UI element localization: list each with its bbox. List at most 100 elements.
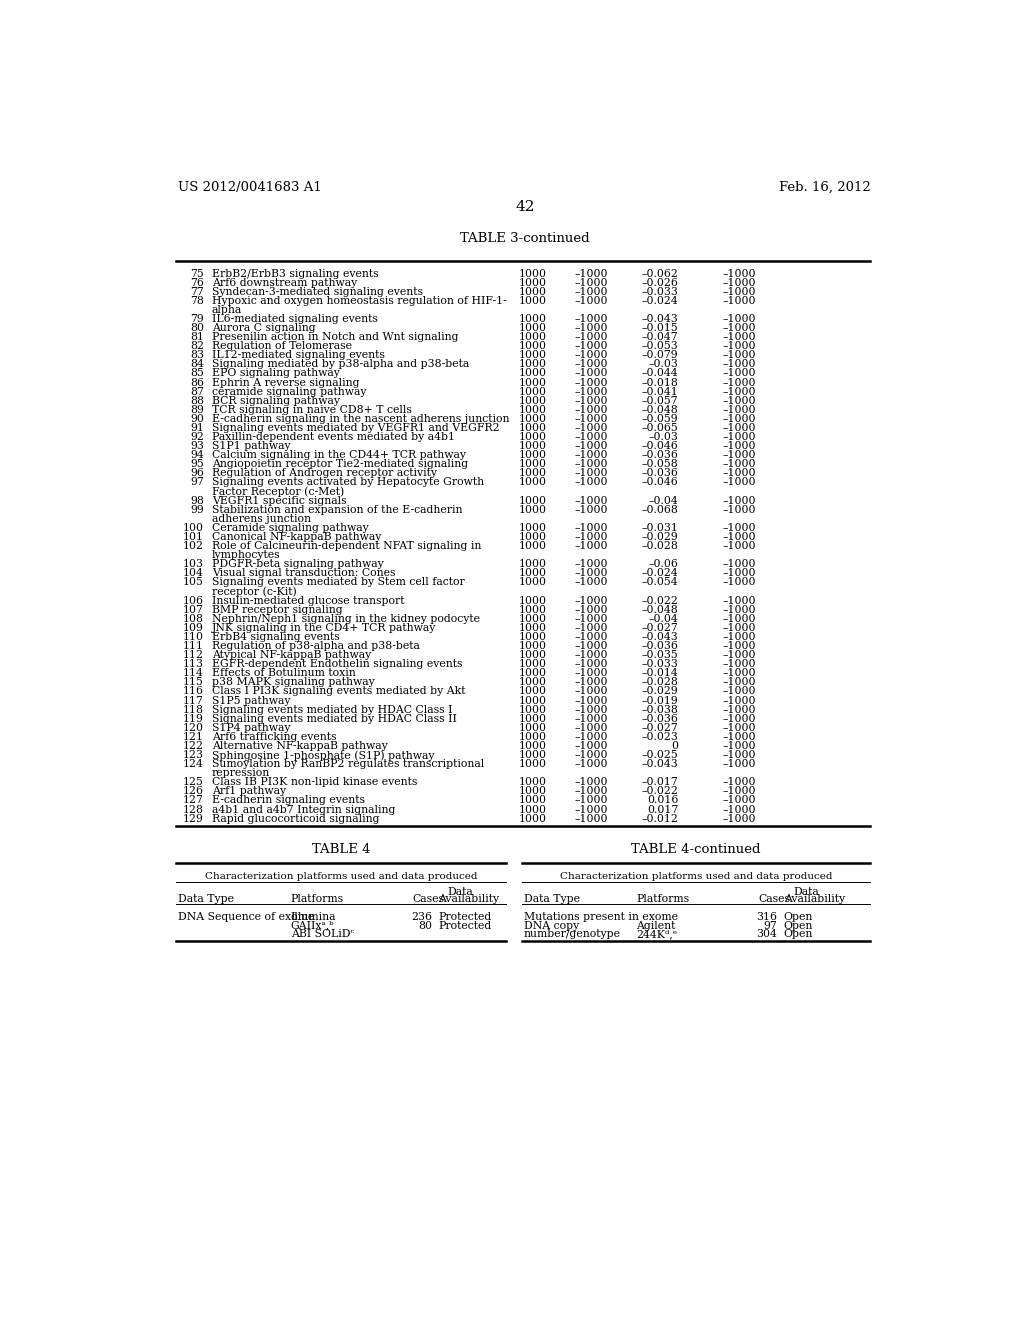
- Text: –1000: –1000: [575, 504, 608, 515]
- Text: –1000: –1000: [575, 668, 608, 678]
- Text: –0.068: –0.068: [641, 504, 678, 515]
- Text: 304: 304: [757, 929, 777, 939]
- Text: 1000: 1000: [518, 277, 547, 288]
- Text: Data: Data: [447, 887, 473, 898]
- Text: VEGFR1 specific signals: VEGFR1 specific signals: [212, 496, 346, 506]
- Text: –1000: –1000: [575, 741, 608, 751]
- Text: Protected: Protected: [438, 920, 492, 931]
- Text: –1000: –1000: [575, 422, 608, 433]
- Text: 1000: 1000: [518, 323, 547, 333]
- Text: 110: 110: [183, 632, 204, 642]
- Text: 104: 104: [183, 569, 204, 578]
- Text: E-cadherin signaling in the nascent adherens junction: E-cadherin signaling in the nascent adhe…: [212, 414, 509, 424]
- Text: 90: 90: [190, 414, 204, 424]
- Text: –0.026: –0.026: [641, 277, 678, 288]
- Text: –0.015: –0.015: [641, 323, 678, 333]
- Text: –0.053: –0.053: [641, 341, 678, 351]
- Text: –1000: –1000: [575, 614, 608, 624]
- Text: 1000: 1000: [518, 405, 547, 414]
- Text: IL6-mediated signaling events: IL6-mediated signaling events: [212, 314, 378, 323]
- Text: –1000: –1000: [575, 405, 608, 414]
- Text: Open: Open: [783, 912, 813, 923]
- Text: 116: 116: [183, 686, 204, 697]
- Text: TABLE 3-continued: TABLE 3-continued: [460, 231, 590, 244]
- Text: –1000: –1000: [575, 696, 608, 706]
- Text: Ceramide signaling pathway: Ceramide signaling pathway: [212, 523, 369, 533]
- Text: –1000: –1000: [722, 359, 756, 370]
- Text: –0.043: –0.043: [641, 759, 678, 770]
- Text: 94: 94: [190, 450, 204, 461]
- Text: PDGFR-beta signaling pathway: PDGFR-beta signaling pathway: [212, 560, 383, 569]
- Text: –1000: –1000: [722, 714, 756, 723]
- Text: Availability: Availability: [438, 895, 499, 904]
- Text: –1000: –1000: [575, 359, 608, 370]
- Text: TABLE 4: TABLE 4: [312, 842, 371, 855]
- Text: Rapid glucocorticoid signaling: Rapid glucocorticoid signaling: [212, 813, 379, 824]
- Text: 82: 82: [189, 341, 204, 351]
- Text: 76: 76: [190, 277, 204, 288]
- Text: –1000: –1000: [722, 296, 756, 306]
- Text: 1000: 1000: [518, 696, 547, 706]
- Text: 103: 103: [183, 560, 204, 569]
- Text: 80: 80: [418, 920, 432, 931]
- Text: Effects of Botulinum toxin: Effects of Botulinum toxin: [212, 668, 355, 678]
- Text: 89: 89: [190, 405, 204, 414]
- Text: –1000: –1000: [575, 532, 608, 543]
- Text: –1000: –1000: [575, 469, 608, 478]
- Text: 107: 107: [183, 605, 204, 615]
- Text: 1000: 1000: [518, 614, 547, 624]
- Text: Sphingosine 1-phosphate (S1P) pathway: Sphingosine 1-phosphate (S1P) pathway: [212, 750, 434, 760]
- Text: BMP receptor signaling: BMP receptor signaling: [212, 605, 342, 615]
- Text: –1000: –1000: [722, 569, 756, 578]
- Text: Paxillin-dependent events mediated by a4b1: Paxillin-dependent events mediated by a4…: [212, 432, 455, 442]
- Text: –1000: –1000: [722, 268, 756, 279]
- Text: –1000: –1000: [575, 441, 608, 451]
- Text: 1000: 1000: [518, 414, 547, 424]
- Text: 1000: 1000: [518, 705, 547, 714]
- Text: 118: 118: [183, 705, 204, 714]
- Text: Signaling events mediated by HDAC Class I: Signaling events mediated by HDAC Class …: [212, 705, 453, 714]
- Text: –1000: –1000: [722, 314, 756, 323]
- Text: Characterization platforms used and data produced: Characterization platforms used and data…: [205, 873, 477, 880]
- Text: –1000: –1000: [575, 632, 608, 642]
- Text: –0.043: –0.043: [641, 632, 678, 642]
- Text: –0.041: –0.041: [641, 387, 678, 396]
- Text: –0.046: –0.046: [641, 478, 678, 487]
- Text: Syndecan-3-mediated signaling events: Syndecan-3-mediated signaling events: [212, 286, 423, 297]
- Text: –0.027: –0.027: [641, 623, 678, 632]
- Text: –1000: –1000: [722, 341, 756, 351]
- Text: 1000: 1000: [518, 504, 547, 515]
- Text: 1000: 1000: [518, 668, 547, 678]
- Text: –1000: –1000: [575, 569, 608, 578]
- Text: –0.027: –0.027: [641, 723, 678, 733]
- Text: TCR signaling in naive CD8+ T cells: TCR signaling in naive CD8+ T cells: [212, 405, 412, 414]
- Text: Data: Data: [793, 887, 819, 898]
- Text: –1000: –1000: [575, 750, 608, 760]
- Text: –1000: –1000: [575, 277, 608, 288]
- Text: TABLE 4-continued: TABLE 4-continued: [632, 842, 761, 855]
- Text: –1000: –1000: [575, 796, 608, 805]
- Text: 97: 97: [190, 478, 204, 487]
- Text: 1000: 1000: [518, 359, 547, 370]
- Text: –1000: –1000: [722, 796, 756, 805]
- Text: Characterization platforms used and data produced: Characterization platforms used and data…: [560, 873, 833, 880]
- Text: –1000: –1000: [722, 414, 756, 424]
- Text: –0.057: –0.057: [642, 396, 678, 405]
- Text: 1000: 1000: [518, 577, 547, 587]
- Text: Angiopoietin receptor Tie2-mediated signaling: Angiopoietin receptor Tie2-mediated sign…: [212, 459, 468, 470]
- Text: –0.059: –0.059: [642, 414, 678, 424]
- Text: 1000: 1000: [518, 341, 547, 351]
- Text: 124: 124: [183, 759, 204, 770]
- Text: 1000: 1000: [518, 333, 547, 342]
- Text: EGFR-dependent Endothelin signaling events: EGFR-dependent Endothelin signaling even…: [212, 659, 462, 669]
- Text: –1000: –1000: [575, 368, 608, 379]
- Text: Agilent: Agilent: [636, 920, 676, 931]
- Text: –0.025: –0.025: [641, 750, 678, 760]
- Text: Cases: Cases: [758, 895, 791, 904]
- Text: –1000: –1000: [575, 296, 608, 306]
- Text: Alternative NF-kappaB pathway: Alternative NF-kappaB pathway: [212, 741, 387, 751]
- Text: –1000: –1000: [575, 523, 608, 533]
- Text: 79: 79: [190, 314, 204, 323]
- Text: Data Type: Data Type: [524, 895, 580, 904]
- Text: 1000: 1000: [518, 478, 547, 487]
